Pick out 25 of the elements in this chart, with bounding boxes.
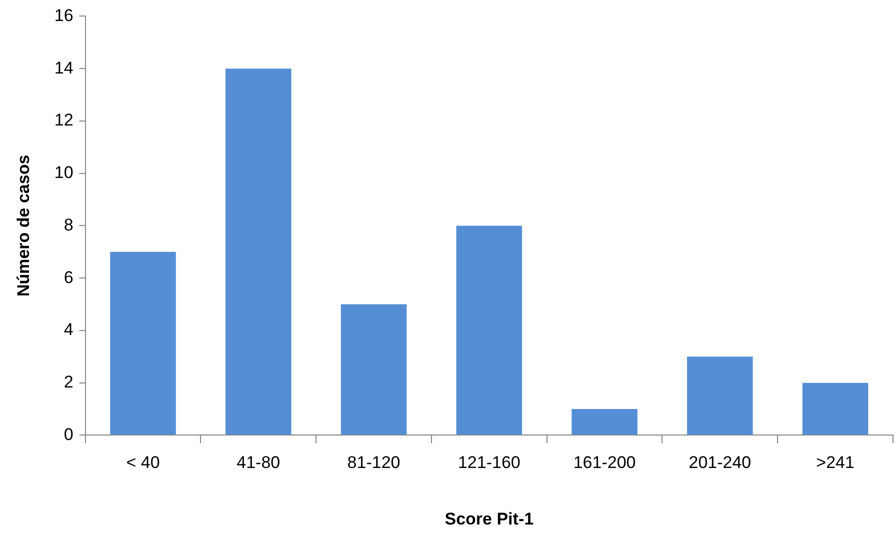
x-tick-label: 201-240: [688, 453, 752, 472]
bar: [226, 68, 292, 435]
y-axis-title: Número de casos: [14, 154, 33, 297]
y-tick-label: 12: [54, 110, 74, 130]
bar: [340, 304, 407, 435]
x-tick-label: 161-200: [573, 453, 636, 472]
y-tick-label: 8: [64, 215, 74, 234]
x-axis-title: Score Pit-1: [444, 509, 534, 528]
y-tick-label: 4: [64, 320, 74, 340]
x-tick-label: < 40: [126, 453, 160, 472]
y-tick-label: 6: [64, 268, 74, 287]
y-tick-label: 0: [64, 424, 74, 444]
y-tick-label: 10: [54, 163, 74, 182]
bar: [110, 252, 176, 435]
y-tick-label: 14: [54, 58, 74, 78]
y-tick-label: 2: [64, 372, 74, 392]
bar: [572, 409, 638, 435]
x-tick-label: >241: [816, 453, 854, 472]
bar: [456, 226, 522, 435]
bar: [802, 382, 868, 435]
x-tick-label: 121-160: [458, 453, 520, 472]
y-tick-label: 16: [54, 6, 74, 25]
bar: [687, 356, 753, 435]
x-tick-label: 41-80: [236, 453, 280, 472]
x-tick-label: 81-120: [347, 453, 400, 472]
